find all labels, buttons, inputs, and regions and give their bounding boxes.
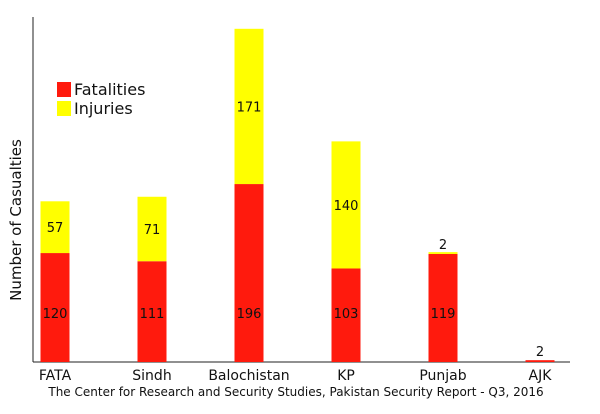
bar-injuries-fata [40,201,70,254]
x-tick-ajk: AJK [529,368,553,384]
bar-fatalities-sindh [137,261,167,362]
chart-bars [40,28,555,362]
data-label-injuries-punjab: 2 [439,238,447,253]
source-note: The Center for Research and Security Stu… [47,385,543,399]
x-tick-punjab: Punjab [419,368,466,384]
bar-fatalities-fata [40,253,70,362]
bar-injuries-balochistan [234,28,264,185]
data-label-fatalities-sindh: 111 [140,307,165,322]
bar-injuries-kp [331,141,361,269]
x-tick-kp: KP [337,368,355,384]
bar-fatalities-punjab [428,253,458,362]
bar-injuries-sindh [137,196,167,262]
data-label-fatalities-punjab: 119 [431,307,456,322]
legend-label-fatalities: Fatalities [74,80,145,99]
legend: Fatalities Injuries [57,80,145,118]
chart-x-ticks: FATA Sindh Balochistan KP Punjab AJK [39,368,552,384]
legend-swatch-fatalities [57,82,71,97]
bar-fatalities-ajk [525,360,555,362]
legend-swatch-injuries [57,101,71,116]
data-label-injuries-fata: 57 [47,221,64,236]
y-axis-label: Number of Casualties [7,139,25,301]
bar-fatalities-kp [331,268,361,362]
x-tick-balochistan: Balochistan [208,368,289,384]
data-label-fatalities-fata: 120 [43,307,68,322]
data-label-injuries-sindh: 71 [144,223,161,238]
data-label-fatalities-balochistan: 196 [237,307,262,322]
bar-fatalities-balochistan [234,184,264,362]
chart-data-labels: 120 57 111 71 196 171 103 140 119 2 2 [43,100,545,360]
chart-axes [32,17,570,363]
legend-label-injuries: Injuries [74,99,133,118]
x-tick-fata: FATA [39,368,72,384]
data-label-fatalities-kp: 103 [334,307,359,322]
data-label-injuries-kp: 140 [334,199,359,214]
bar-injuries-punjab [428,252,458,254]
data-label-fatalities-ajk: 2 [536,345,544,360]
x-tick-sindh: Sindh [132,368,171,384]
data-label-injuries-balochistan: 171 [237,100,262,115]
